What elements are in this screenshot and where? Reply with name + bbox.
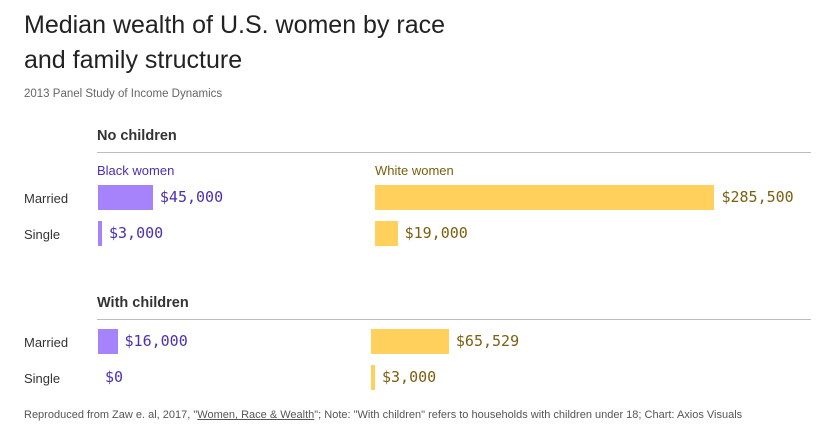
bar-black-women-with-children-married — [98, 329, 118, 354]
value-label-white-women-with-children-single: $3,000 — [382, 368, 437, 386]
row-label-married: Married — [24, 335, 69, 350]
value-label-black-women-no-children-married: $45,000 — [159, 188, 224, 206]
row-label-single: Single — [24, 227, 61, 242]
bar-white-women-no-children-married — [375, 185, 715, 210]
bar-black-women-no-children-married — [98, 185, 153, 210]
value-label-black-women-with-children-married: $16,000 — [124, 332, 188, 350]
footer-prefix: Reproduced from Zaw e. al, 2017, " — [24, 409, 198, 421]
bar-white-women-with-children-single — [371, 365, 375, 390]
value-label-white-women-with-children-married: $65,529 — [455, 332, 520, 350]
chart-subtitle: 2013 Panel Study of Income Dynamics — [24, 88, 223, 100]
value-label-black-women-no-children-single: $3,000 — [109, 224, 164, 242]
row-label-single: Single — [24, 371, 61, 386]
value-label-black-women-with-children-single: $0 — [105, 368, 124, 386]
bar-black-women-no-children-single — [98, 221, 102, 246]
legend-white-women: White women — [375, 163, 454, 178]
panel-title-with-children: With children — [97, 295, 189, 311]
chart-footer: Reproduced from Zaw e. al, 2017, "Women,… — [24, 409, 742, 421]
panel-title-no-children: No children — [97, 128, 177, 144]
panel-divider — [97, 152, 811, 153]
chart-title: Median wealth of U.S. women by race and … — [24, 11, 446, 74]
value-label-white-women-no-children-married: $285,500 — [721, 188, 794, 206]
source-link[interactable]: Women, Race & Wealth — [197, 409, 315, 421]
value-label-white-women-no-children-single: $19,000 — [404, 224, 468, 242]
legend-black-women: Black women — [97, 163, 175, 178]
footer-suffix: "; Note: "With children" refers to house… — [314, 409, 743, 421]
bar-white-women-no-children-single — [375, 221, 398, 246]
panel-divider — [97, 319, 811, 320]
bar-white-women-with-children-married — [371, 329, 449, 354]
row-label-married: Married — [24, 191, 69, 206]
